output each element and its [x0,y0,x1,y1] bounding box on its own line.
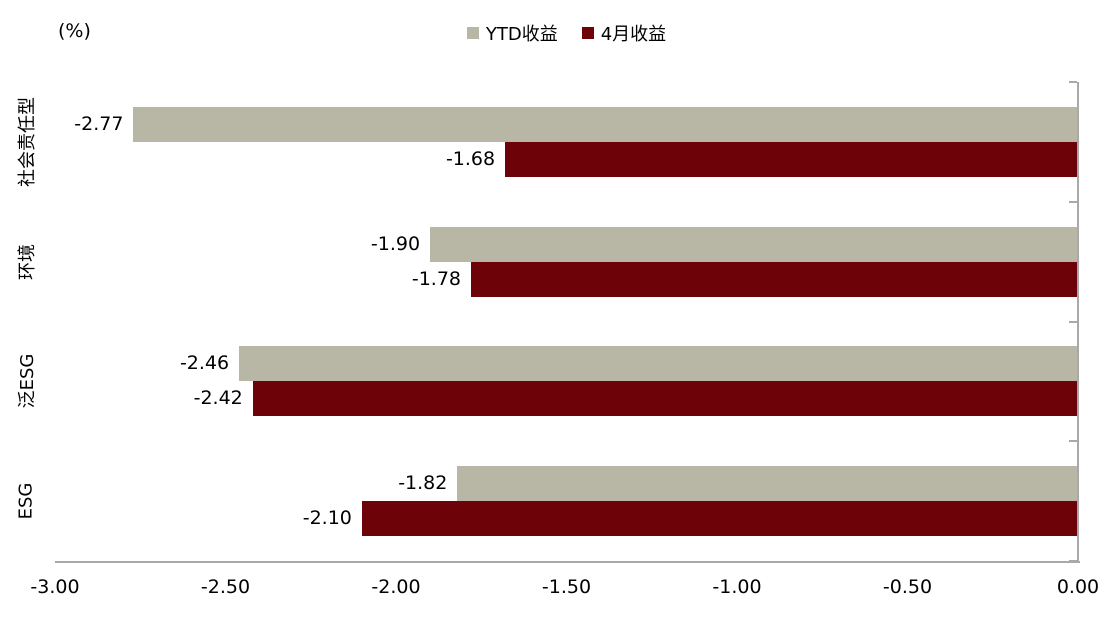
x-tick-label--1.50: -1.50 [541,576,592,598]
legend-swatch-april-icon [581,27,594,39]
legend-label-ytd: YTD收益 [485,24,558,45]
bar-value-label: -2.46 [179,352,230,375]
x-axis-line [55,561,1080,563]
bar-value-label: -2.42 [193,387,243,410]
bar-4月收益-ESG [361,501,1078,537]
category-label-4: ESG [15,482,37,520]
x-tick-label-0.00: 0.00 [1056,576,1100,598]
bar-value-label: -1.68 [445,147,496,170]
category-label-2: 环境 [17,243,38,280]
y-axis-tick [1069,320,1077,323]
x-tick-label--2.00: -2.00 [371,576,421,598]
bar-YTD收益-环境 [430,226,1078,262]
x-tick-label--3.00: -3.00 [30,576,80,598]
x-tick-label--0.50: -0.50 [882,576,933,598]
bar-value-label: -2.77 [74,112,124,135]
legend: YTD收益 4月收益 [55,20,1078,46]
y-axis-tick [1069,440,1077,443]
legend-swatch-ytd-icon [466,27,479,39]
bar-YTD收益-ESG [457,466,1078,502]
axis-unit-label: (%) [58,20,91,42]
bar-value-label: -2.10 [302,507,352,530]
bar-4月收益-社会责任型 [505,141,1078,177]
bar-4月收益-环境 [471,261,1078,297]
bar-value-label: -1.78 [411,267,462,290]
x-tick-label--2.50: -2.50 [200,576,251,598]
legend-item-ytd: YTD收益 [466,20,558,46]
legend-item-april: 4月收益 [581,20,667,46]
legend-label-april: 4月收益 [600,24,667,45]
y-axis-tick [1069,200,1077,203]
category-label-3: 泛ESG [17,354,38,409]
bar-YTD收益-社会责任型 [133,106,1078,142]
bar-value-label: -1.90 [370,232,421,255]
y-axis-tick [1069,81,1077,83]
bar-YTD收益-泛ESG [239,346,1078,382]
x-tick-label--1.00: -1.00 [712,576,762,598]
bar-4月收益-泛ESG [252,381,1078,417]
y-axis-line [1077,82,1079,563]
bar-value-label: -1.82 [398,472,448,495]
